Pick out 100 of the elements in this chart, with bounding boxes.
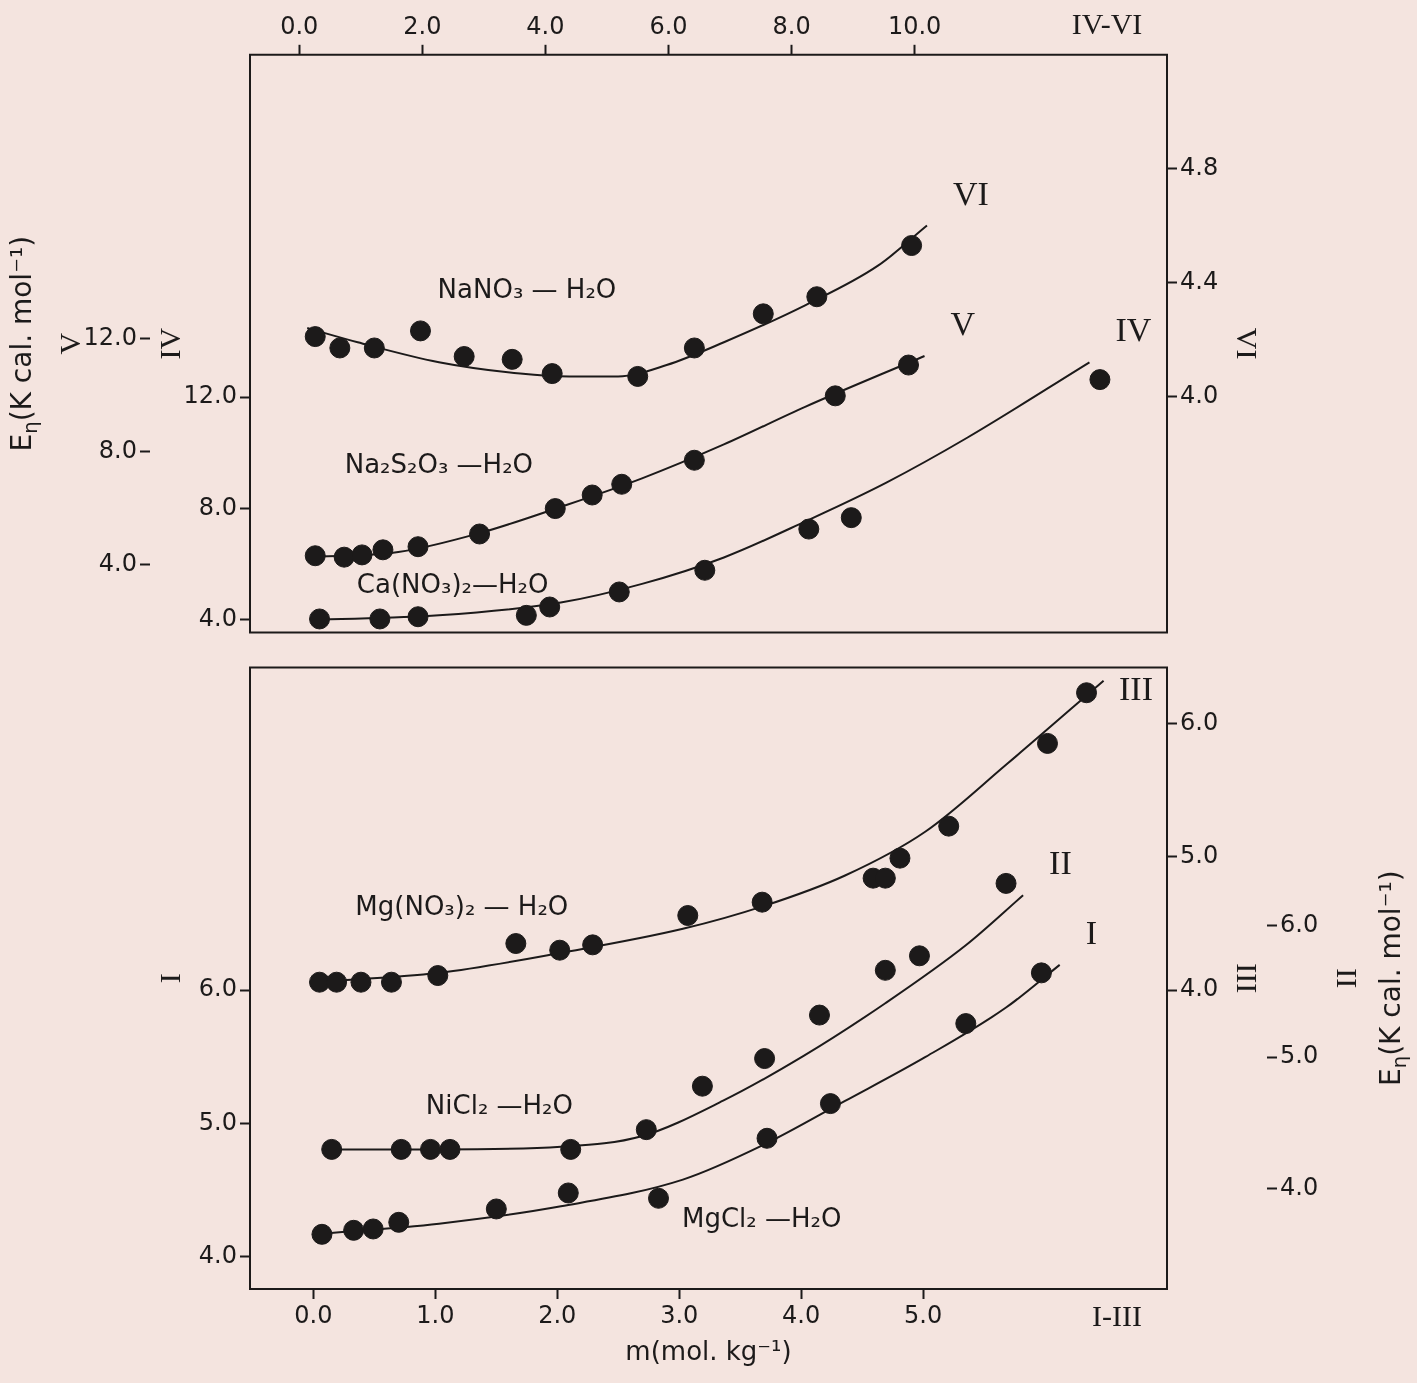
point [407, 536, 429, 558]
y2-tick-label: 4.0 [1280, 1173, 1319, 1202]
point [501, 348, 523, 370]
series-label: VI [952, 174, 989, 212]
y3-tick-label: 6.0 [1180, 707, 1219, 736]
point [343, 1219, 365, 1241]
point [751, 891, 773, 913]
point [350, 971, 372, 993]
point [756, 1127, 778, 1149]
point [1037, 732, 1058, 754]
point [390, 1138, 412, 1160]
point [372, 539, 394, 561]
point [557, 1182, 579, 1204]
point [515, 604, 537, 626]
point [677, 905, 699, 927]
y-tick-label: 12.0 [183, 381, 237, 410]
point [691, 1075, 713, 1097]
x-tick-label: 6.0 [649, 11, 688, 40]
point [409, 320, 431, 342]
point [304, 545, 326, 567]
x-tick-label: 3.0 [660, 1300, 699, 1329]
x-tick-label: 0.0 [280, 11, 319, 40]
y-axis-title: I [152, 973, 186, 984]
y2-tick-label: 6.0 [1280, 909, 1319, 938]
point [627, 365, 649, 387]
y2-tick-label: 4.0 [1180, 380, 1219, 409]
point [581, 484, 603, 506]
series-label: II [1049, 844, 1072, 882]
point [388, 1211, 410, 1233]
y2-tick-label: 4.8 [1180, 152, 1219, 181]
series-label: III [1119, 670, 1153, 708]
point [648, 1187, 669, 1209]
y3-tick-label: 5.0 [1180, 841, 1219, 870]
point [798, 518, 820, 540]
point [995, 872, 1017, 894]
point [1030, 962, 1052, 984]
x-tick-label: 2.0 [538, 1300, 577, 1329]
point [407, 606, 429, 628]
point [560, 1138, 582, 1160]
point [808, 1004, 830, 1026]
y-tick-label: 5.0 [198, 1107, 237, 1136]
series-label: Ca(NO₃)₂—H₂O [356, 568, 549, 599]
y-tick-label: 4.0 [198, 604, 237, 633]
y2-tick-label: 5.0 [1280, 1041, 1319, 1070]
point [351, 544, 373, 566]
point [683, 337, 705, 359]
point [544, 498, 566, 520]
series-label: NaNO₃ — H₂O [437, 273, 617, 304]
series-label: NiCl₂ —H₂O [425, 1090, 574, 1121]
series-label: Mg(NO₃)₂ — H₂O [355, 891, 569, 922]
point [539, 596, 561, 618]
point [369, 608, 391, 630]
point [541, 363, 563, 385]
x-tick-label: 5.0 [904, 1300, 943, 1329]
point [635, 1119, 657, 1141]
point [505, 933, 527, 955]
point [380, 971, 402, 993]
point [321, 1138, 343, 1160]
point [453, 346, 475, 368]
point [427, 965, 449, 987]
y3-tick-label: 4.0 [1180, 974, 1219, 1003]
point [608, 581, 630, 603]
point [694, 559, 716, 581]
point [309, 608, 331, 630]
y-tick-label: 4.0 [198, 1241, 237, 1270]
point [329, 337, 351, 359]
point [1076, 682, 1098, 704]
y3-tick-label: 12.0 [83, 322, 137, 351]
point [419, 1138, 441, 1160]
point [326, 971, 348, 993]
x-axis-title: m(mol. kg⁻¹) [625, 1336, 792, 1367]
y3-axis-title: III [1231, 963, 1265, 994]
y-tick-label: 8.0 [198, 492, 237, 521]
series-label: Na₂S₂O₃ —H₂O [344, 448, 534, 479]
point [304, 326, 326, 348]
y2-tick-label: 4.4 [1180, 266, 1219, 295]
point [549, 939, 571, 961]
point [1089, 369, 1111, 391]
point [955, 1013, 977, 1035]
point [754, 1048, 776, 1070]
series-label: MgCl₂ —H₂O [681, 1202, 842, 1233]
series-label: I [1085, 913, 1098, 951]
text: I-III [1092, 1298, 1142, 1332]
point [363, 337, 385, 359]
x-tick-label: 8.0 [772, 11, 811, 40]
point [611, 473, 633, 495]
text: Eη(K cal. mol⁻¹) [5, 235, 43, 452]
x-tick-label: 4.0 [782, 1300, 821, 1329]
text: Eη(K cal. mol⁻¹) [1374, 870, 1412, 1086]
point [439, 1138, 461, 1160]
x-tick-label: 2.0 [403, 11, 442, 40]
point [683, 449, 705, 471]
x-tick-label: 1.0 [416, 1300, 455, 1329]
y-axis-title: IV [152, 327, 186, 360]
point [582, 934, 604, 956]
point [874, 959, 896, 981]
point [901, 235, 923, 256]
point [806, 286, 828, 308]
point [362, 1218, 384, 1240]
point [333, 546, 355, 568]
